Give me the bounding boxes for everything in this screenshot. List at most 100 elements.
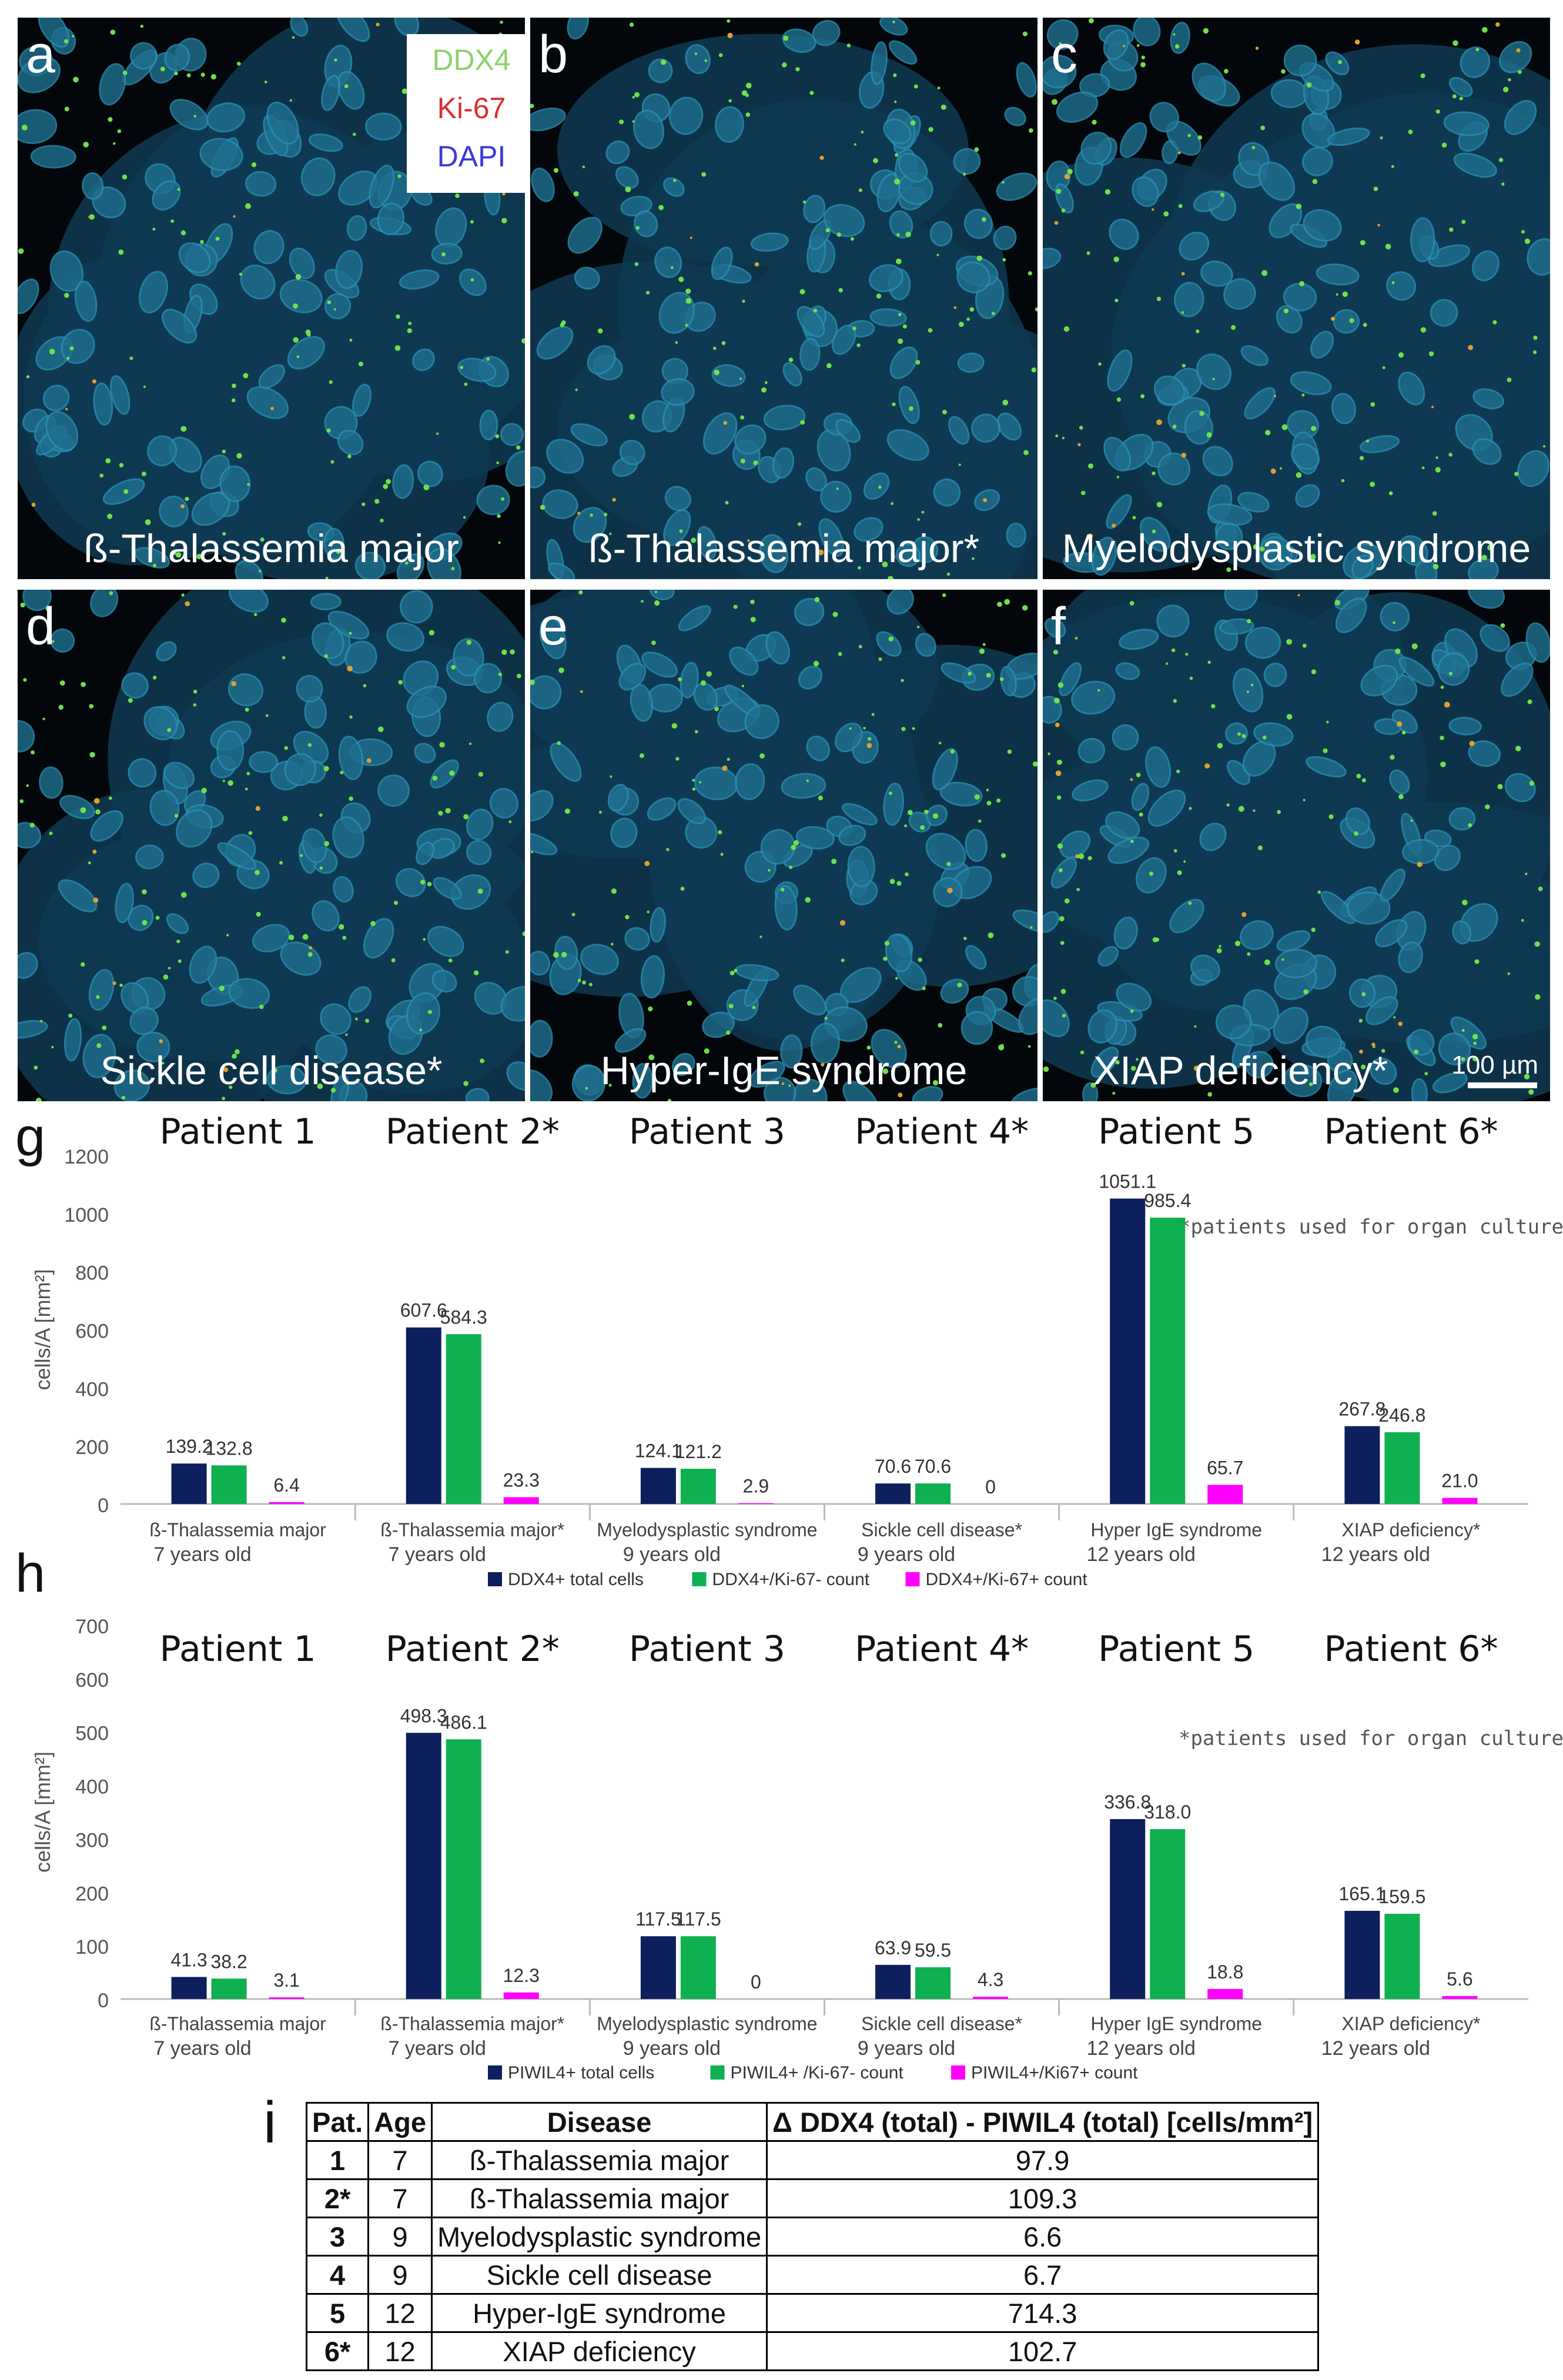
signal-dot [1178,204,1183,208]
tubule [1410,217,1435,263]
signal-dot [1435,109,1440,114]
signal-dot [432,775,438,781]
signal-dot [243,373,249,379]
signal-dot [1152,471,1156,476]
signal-dot [849,727,852,730]
tubule [812,20,841,46]
signal-dot [598,810,602,814]
signal-dot [897,1044,901,1049]
bar [915,1483,951,1504]
tubule [567,18,589,40]
signal-dot [1226,803,1230,807]
bar [171,1977,207,1999]
signal-dot [460,365,464,369]
signal-dot [423,938,426,941]
tubule [1258,161,1295,201]
tubule [18,952,38,979]
signal-dot [882,561,888,567]
signal-dot [1237,732,1241,736]
signal-dot [1063,326,1070,332]
x-category-label: XIAP deficiency* [1341,1519,1480,1540]
tubule [1140,517,1171,552]
panel-caption-a: ß-Thalassemia major [83,526,459,571]
bar [406,1327,441,1504]
tubule [1306,756,1347,778]
cell-disease: ß-Thalassemia major [430,2140,768,2180]
signal-dot [898,1092,903,1098]
patient-header: Patient 5 [1098,1111,1254,1152]
tubule [1071,680,1116,715]
signal-dot [873,158,878,163]
cell-age: 9 [367,2255,433,2295]
tubule [842,1081,879,1101]
signal-dot [69,346,74,351]
signal-dot [852,326,856,330]
signal-dot [1390,754,1395,760]
signal-dot [160,66,165,72]
signal-dot [1187,133,1192,138]
signal-dot [846,44,851,48]
tubule [58,879,98,912]
signal-dot [1234,941,1241,947]
signal-dot [330,460,334,464]
signal-dot [1177,870,1182,875]
tubule [1276,305,1303,334]
tubule [1432,1072,1468,1094]
tubule [229,590,269,613]
tubule [573,507,607,543]
tubule [711,364,746,387]
signal-dot [282,815,288,822]
signal-dot [947,887,953,894]
signal-dot [1173,33,1176,36]
tubule [348,986,371,1013]
tubule [1452,920,1472,945]
panel-letter-e: e [538,597,568,656]
tubule [1133,18,1161,46]
signal-dot [445,808,451,814]
signal-dot [1410,819,1413,822]
signal-dot [1189,807,1192,810]
signal-dot [725,500,729,505]
signal-dot [564,808,570,814]
tubule [1283,44,1317,77]
bar [875,1964,911,1999]
signal-dot [330,1088,336,1093]
signal-dot [180,426,187,432]
signal-dot [684,558,688,561]
signal-dot [1516,48,1521,53]
signal-dot [690,236,692,239]
signal-dot [153,563,157,567]
tubule [216,730,245,771]
tubule [1103,29,1129,60]
signal-dot [463,516,466,519]
signal-dot [793,840,799,846]
tubule [1345,807,1371,835]
x-category-label: Sickle cell disease* [861,1519,1022,1540]
signal-dot [868,737,872,741]
tubule [1097,946,1119,967]
signal-dot [21,125,28,131]
signal-dot [478,771,483,777]
signal-dot [152,228,156,231]
signal-dot [112,981,116,985]
y-tick-label: 0 [98,1495,109,1517]
signal-dot [932,1080,939,1086]
tubule [427,548,461,579]
cell-age: 12 [367,2293,433,2333]
signal-dot [362,502,366,506]
signal-dot [505,950,509,954]
signal-dot [733,604,738,609]
tubule [641,651,678,678]
panel-letter-g: g [15,1107,46,1167]
signal-dot [1428,351,1434,356]
panel-caption-d: Sickle cell disease* [100,1048,443,1093]
col-header-disease: Disease [430,2102,768,2142]
tubule [794,598,825,626]
signal-dot [1264,959,1270,965]
tubule [1301,146,1333,176]
tubule [1044,617,1066,639]
tubule [1012,909,1037,933]
signal-dot [1298,280,1305,287]
tubule [759,534,789,573]
tubule [1043,55,1077,89]
